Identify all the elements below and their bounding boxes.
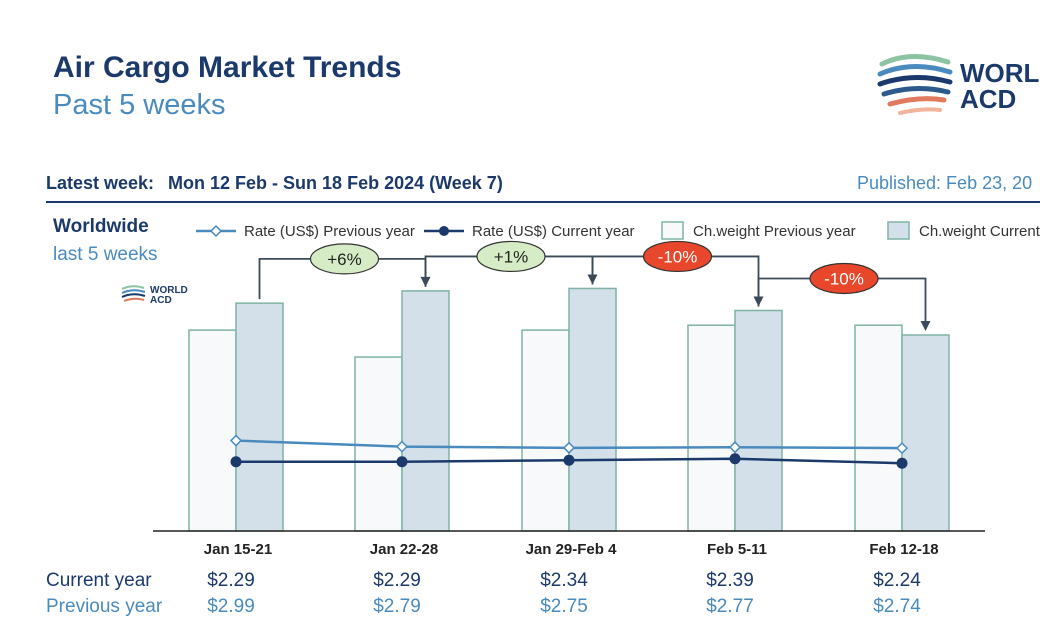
change-badge xyxy=(809,262,879,295)
change-badge-label: -10% xyxy=(824,270,864,289)
legend-line-dot-icon xyxy=(424,226,464,236)
bar-current-year xyxy=(401,290,450,532)
region-period: last 5 weeks xyxy=(53,244,158,265)
previous-year-row-label: Previous year xyxy=(46,596,163,617)
x-tick-label: Jan 29-Feb 4 xyxy=(526,541,618,558)
latest-week-label: Latest week: xyxy=(46,173,155,193)
previous-year-rate: $2.79 xyxy=(373,596,421,617)
bar-prev-year xyxy=(188,329,237,532)
previous-year-rate: $2.75 xyxy=(540,596,588,617)
legend-cw-cur: Ch.weight Current xyxy=(887,221,1040,241)
legend-rate-cur-label: Rate (US$) Current year xyxy=(472,222,635,240)
x-tick-label: Jan 15-21 xyxy=(204,541,272,558)
bar-current-year xyxy=(734,309,783,532)
rate-cur-point xyxy=(396,456,408,468)
bar-current-year xyxy=(901,334,950,532)
rate-prev-point xyxy=(395,440,409,453)
logo-text-acd: ACD xyxy=(960,84,1017,114)
legend-box-prev-icon xyxy=(661,221,684,240)
current-year-row-label: Current year xyxy=(46,570,152,591)
page-title: Air Cargo Market Trends xyxy=(53,51,402,84)
header-divider xyxy=(46,201,1040,203)
change-badge xyxy=(642,240,713,273)
change-badge xyxy=(309,243,380,275)
change-arrowhead xyxy=(920,321,931,331)
previous-year-rate: $2.77 xyxy=(706,596,754,617)
current-year-rate: $2.39 xyxy=(706,570,754,591)
rate-cur-point xyxy=(230,456,242,468)
legend-box-cur-icon xyxy=(887,221,910,240)
previous-year-rate: $2.99 xyxy=(207,596,255,617)
mini-logo-acd: ACD xyxy=(150,295,172,306)
mini-logo: WORLD ACD xyxy=(120,283,200,311)
published-date: Published: Feb 23, 20 xyxy=(857,173,1033,193)
legend-rate-prev-label: Rate (US$) Previous year xyxy=(244,222,415,240)
rate-prev-point xyxy=(895,442,909,455)
bar-prev-year xyxy=(854,324,903,532)
change-badge-label: +1% xyxy=(494,247,529,266)
legend-cw-prev-label: Ch.weight Previous year xyxy=(693,222,856,240)
rate-prev-point xyxy=(562,441,576,454)
rate-prev-point xyxy=(229,434,243,447)
latest-week: Latest week: Mon 12 Feb - Sun 18 Feb 2024… xyxy=(46,173,503,194)
legend-cw-prev: Ch.weight Previous year xyxy=(661,221,856,241)
world-acd-logo: WORLD ACD xyxy=(876,50,1040,125)
logo-swoosh-icon xyxy=(877,53,953,115)
bar-prev-year xyxy=(521,329,570,532)
rate-cur-point xyxy=(729,453,741,465)
x-tick-label: Feb 5-11 xyxy=(707,541,767,558)
x-tick-label: Jan 22-28 xyxy=(370,541,438,558)
legend-line-diamond-icon xyxy=(196,224,236,238)
change-badge xyxy=(476,240,546,273)
legend-rate-prev: Rate (US$) Previous year xyxy=(196,221,415,241)
x-tick-label: Feb 12-18 xyxy=(869,541,938,558)
bar-prev-year xyxy=(687,324,736,532)
current-year-rate: $2.24 xyxy=(873,570,921,591)
mini-logo-swoosh-icon xyxy=(121,285,146,302)
region-name: Worldwide xyxy=(53,216,149,237)
current-year-rate: $2.29 xyxy=(207,570,255,591)
rate-prev-point xyxy=(728,441,742,454)
logo-text-world: WORLD xyxy=(960,58,1040,88)
change-badge-label: +6% xyxy=(327,250,362,269)
bar-current-year xyxy=(235,302,284,532)
latest-week-value: Mon 12 Feb - Sun 18 Feb 2024 (Week 7) xyxy=(168,173,503,193)
current-year-rate: $2.29 xyxy=(373,570,421,591)
bar-current-year xyxy=(568,287,617,532)
rate-cur-point xyxy=(896,457,908,469)
mini-logo-text: WORLD ACD xyxy=(150,286,188,306)
legend-rate-cur: Rate (US$) Current year xyxy=(424,221,635,241)
page-subtitle: Past 5 weeks xyxy=(53,89,226,121)
mini-logo-world: WORLD xyxy=(150,285,188,296)
previous-year-rate: $2.74 xyxy=(873,596,921,617)
change-badge-label: -10% xyxy=(658,247,698,266)
rate-cur-point xyxy=(563,454,575,466)
legend-cw-cur-label: Ch.weight Current xyxy=(919,222,1040,240)
current-year-rate: $2.34 xyxy=(540,570,588,591)
